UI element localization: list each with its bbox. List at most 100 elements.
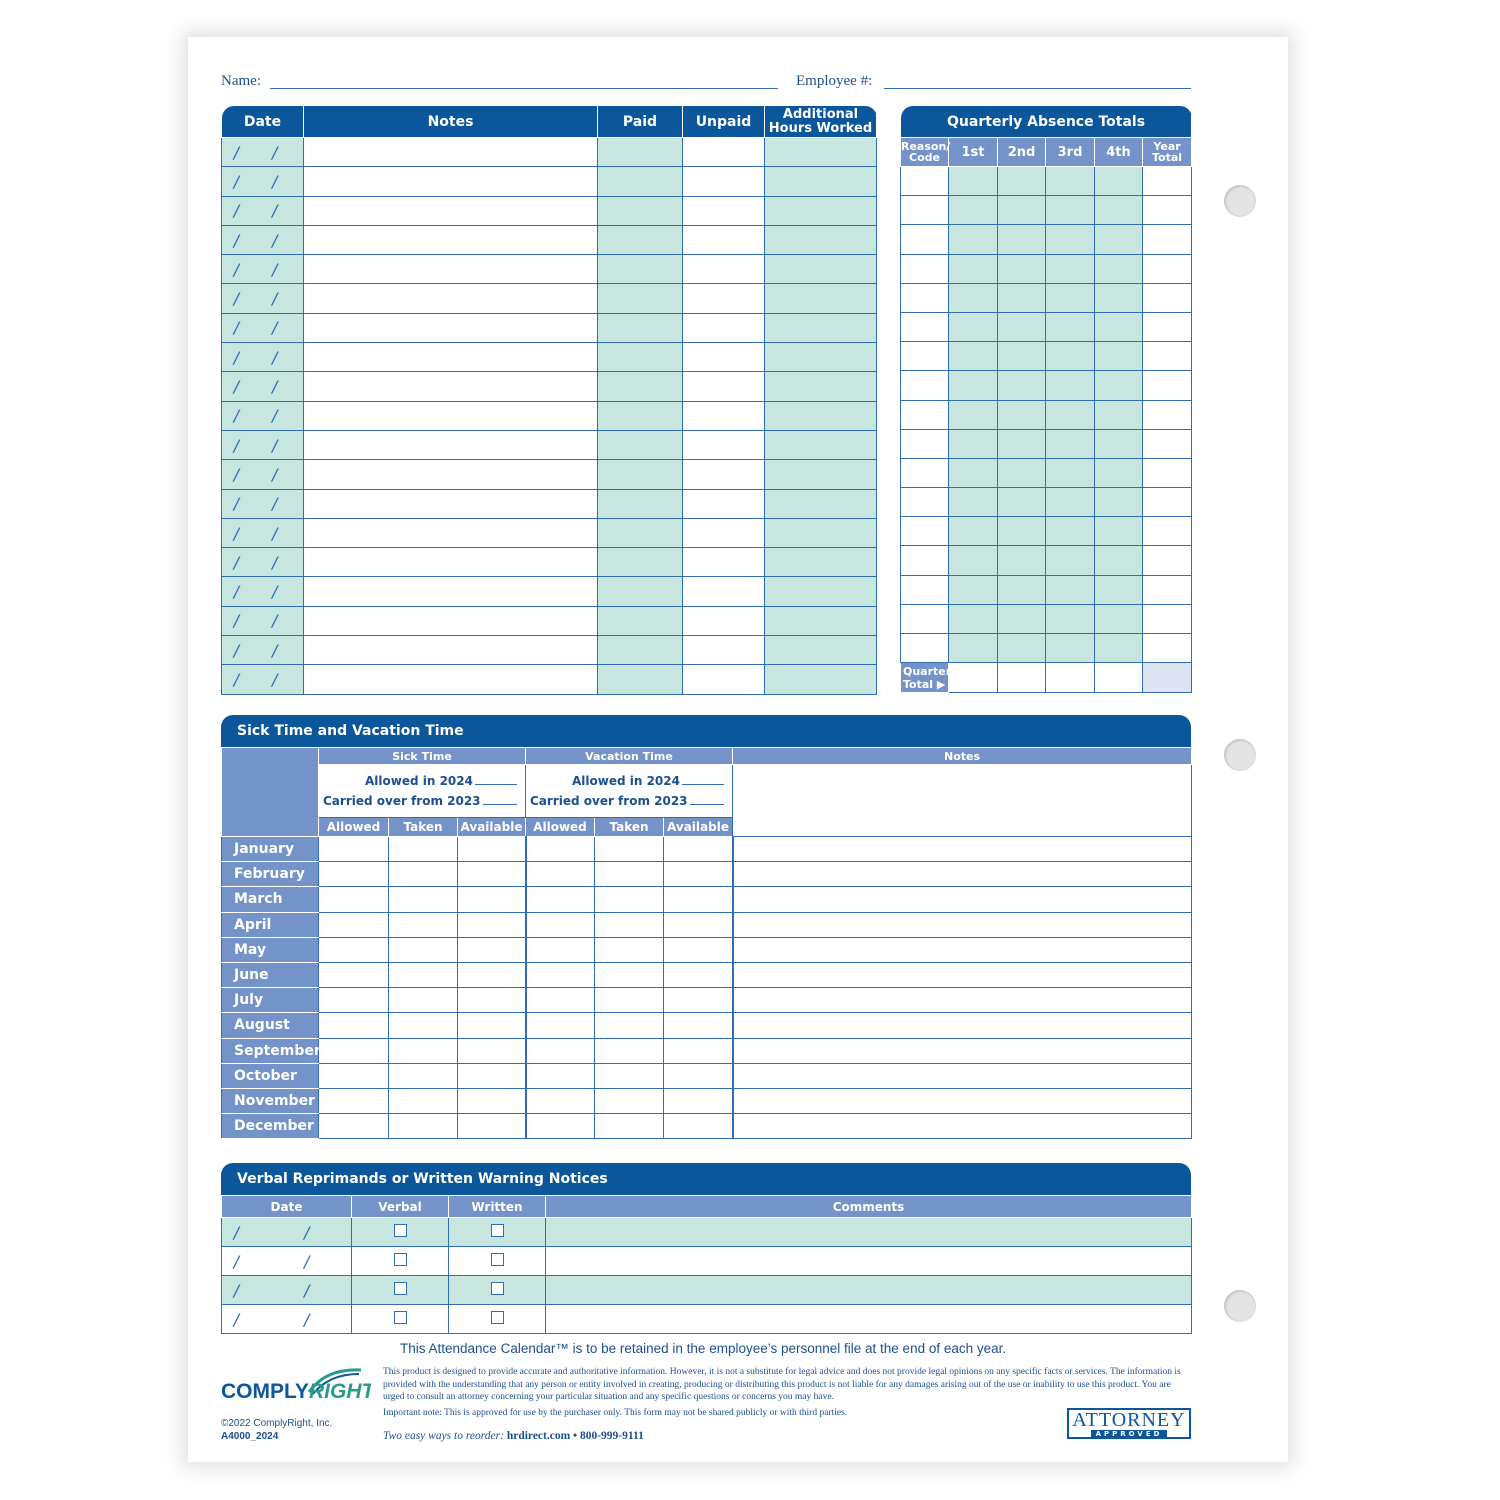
entry-cell[interactable] (663, 1037, 733, 1064)
entry-cell[interactable] (764, 371, 877, 402)
entry-cell[interactable] (1141, 428, 1193, 459)
entry-cell[interactable] (597, 283, 683, 314)
entry-cell[interactable] (388, 1062, 458, 1089)
entry-cell[interactable] (997, 399, 1046, 430)
entry-cell[interactable] (764, 459, 877, 490)
quarter-total-cell[interactable] (1045, 662, 1095, 694)
entry-cell[interactable] (682, 576, 765, 607)
entry-cell[interactable] (764, 547, 877, 578)
entry-cell[interactable] (663, 936, 733, 963)
entry-cell[interactable] (1094, 632, 1143, 664)
comments-cell[interactable] (545, 1275, 1192, 1305)
entry-cell[interactable] (303, 312, 598, 344)
entry-cell[interactable] (1045, 457, 1095, 489)
entry-cell[interactable] (1141, 574, 1193, 605)
entry-cell[interactable] (682, 429, 765, 461)
entry-cell[interactable] (900, 399, 949, 430)
comments-cell[interactable] (545, 1217, 1192, 1247)
entry-cell[interactable] (597, 224, 683, 256)
entry-cell[interactable] (900, 165, 949, 197)
entry-cell[interactable] (731, 1062, 1192, 1089)
entry-cell[interactable] (457, 936, 526, 963)
entry-cell[interactable] (663, 987, 733, 1014)
entry-cell[interactable] (731, 861, 1192, 888)
entry-cell[interactable] (594, 886, 664, 913)
date-cell[interactable]: / / (221, 488, 304, 519)
entry-cell[interactable] (731, 987, 1192, 1014)
allowed-field[interactable] (681, 784, 724, 785)
entry-cell[interactable] (997, 224, 1046, 255)
entry-cell[interactable] (1045, 341, 1095, 372)
entry-cell[interactable] (900, 574, 949, 605)
entry-cell[interactable] (731, 1087, 1192, 1115)
entry-cell[interactable] (1094, 165, 1143, 197)
entry-cell[interactable] (1094, 282, 1143, 313)
verbal-checkbox[interactable] (393, 1311, 407, 1324)
entry-cell[interactable] (1094, 516, 1143, 547)
entry-cell[interactable] (948, 370, 998, 401)
entry-cell[interactable] (594, 961, 664, 989)
entry-cell[interactable] (318, 987, 389, 1014)
entry-cell[interactable] (318, 835, 389, 863)
entry-cell[interactable] (388, 961, 458, 989)
entry-cell[interactable] (997, 311, 1046, 343)
entry-cell[interactable] (731, 886, 1192, 913)
entry-cell[interactable] (524, 961, 595, 989)
entry-cell[interactable] (524, 835, 595, 863)
entry-cell[interactable] (1141, 341, 1193, 372)
entry-cell[interactable] (457, 987, 526, 1014)
entry-cell[interactable] (597, 429, 683, 461)
entry-cell[interactable] (663, 861, 733, 888)
entry-cell[interactable] (997, 341, 1046, 372)
entry-cell[interactable] (900, 457, 949, 489)
entry-cell[interactable] (303, 400, 598, 431)
entry-cell[interactable] (303, 254, 598, 285)
entry-cell[interactable] (1045, 282, 1095, 313)
entry-cell[interactable] (948, 224, 998, 255)
entry-cell[interactable] (597, 488, 683, 519)
entry-cell[interactable] (764, 283, 877, 314)
entry-cell[interactable] (594, 1037, 664, 1064)
date-cell[interactable]: / / (221, 1304, 352, 1334)
entry-cell[interactable] (303, 371, 598, 402)
date-cell[interactable]: / / (221, 224, 304, 256)
entry-cell[interactable] (948, 195, 998, 226)
entry-cell[interactable] (388, 1087, 458, 1115)
entry-cell[interactable] (594, 861, 664, 888)
entry-cell[interactable] (1094, 603, 1143, 635)
comments-cell[interactable] (545, 1304, 1192, 1334)
entry-cell[interactable] (682, 342, 765, 373)
entry-cell[interactable] (1094, 574, 1143, 605)
entry-cell[interactable] (1141, 282, 1193, 313)
entry-cell[interactable] (682, 664, 765, 695)
entry-cell[interactable] (597, 342, 683, 373)
entry-cell[interactable] (303, 547, 598, 578)
entry-cell[interactable] (597, 664, 683, 695)
entry-cell[interactable] (682, 166, 765, 197)
entry-cell[interactable] (731, 1113, 1192, 1140)
entry-cell[interactable] (597, 576, 683, 607)
verbal-checkbox[interactable] (393, 1253, 407, 1266)
entry-cell[interactable] (1141, 603, 1193, 635)
entry-cell[interactable] (594, 1062, 664, 1089)
entry-cell[interactable] (682, 517, 765, 549)
entry-cell[interactable] (1094, 311, 1143, 343)
entry-cell[interactable] (731, 911, 1192, 938)
entry-cell[interactable] (997, 195, 1046, 226)
entry-cell[interactable] (682, 605, 765, 637)
entry-cell[interactable] (764, 664, 877, 695)
entry-cell[interactable] (457, 886, 526, 913)
date-cell[interactable]: / / (221, 400, 304, 431)
entry-cell[interactable] (997, 165, 1046, 197)
reorder-contact[interactable]: hrdirect.com • 800-999-9111 (506, 1430, 644, 1442)
entry-cell[interactable] (594, 1113, 664, 1140)
entry-cell[interactable] (388, 1037, 458, 1064)
entry-cell[interactable] (303, 342, 598, 373)
entry-cell[interactable] (303, 576, 598, 607)
employee-number-field[interactable] (884, 88, 1191, 89)
date-cell[interactable]: / / (221, 1246, 352, 1276)
entry-cell[interactable] (900, 603, 949, 635)
entry-cell[interactable] (682, 136, 765, 168)
written-checkbox[interactable] (490, 1282, 504, 1295)
date-cell[interactable]: / / (221, 283, 304, 314)
